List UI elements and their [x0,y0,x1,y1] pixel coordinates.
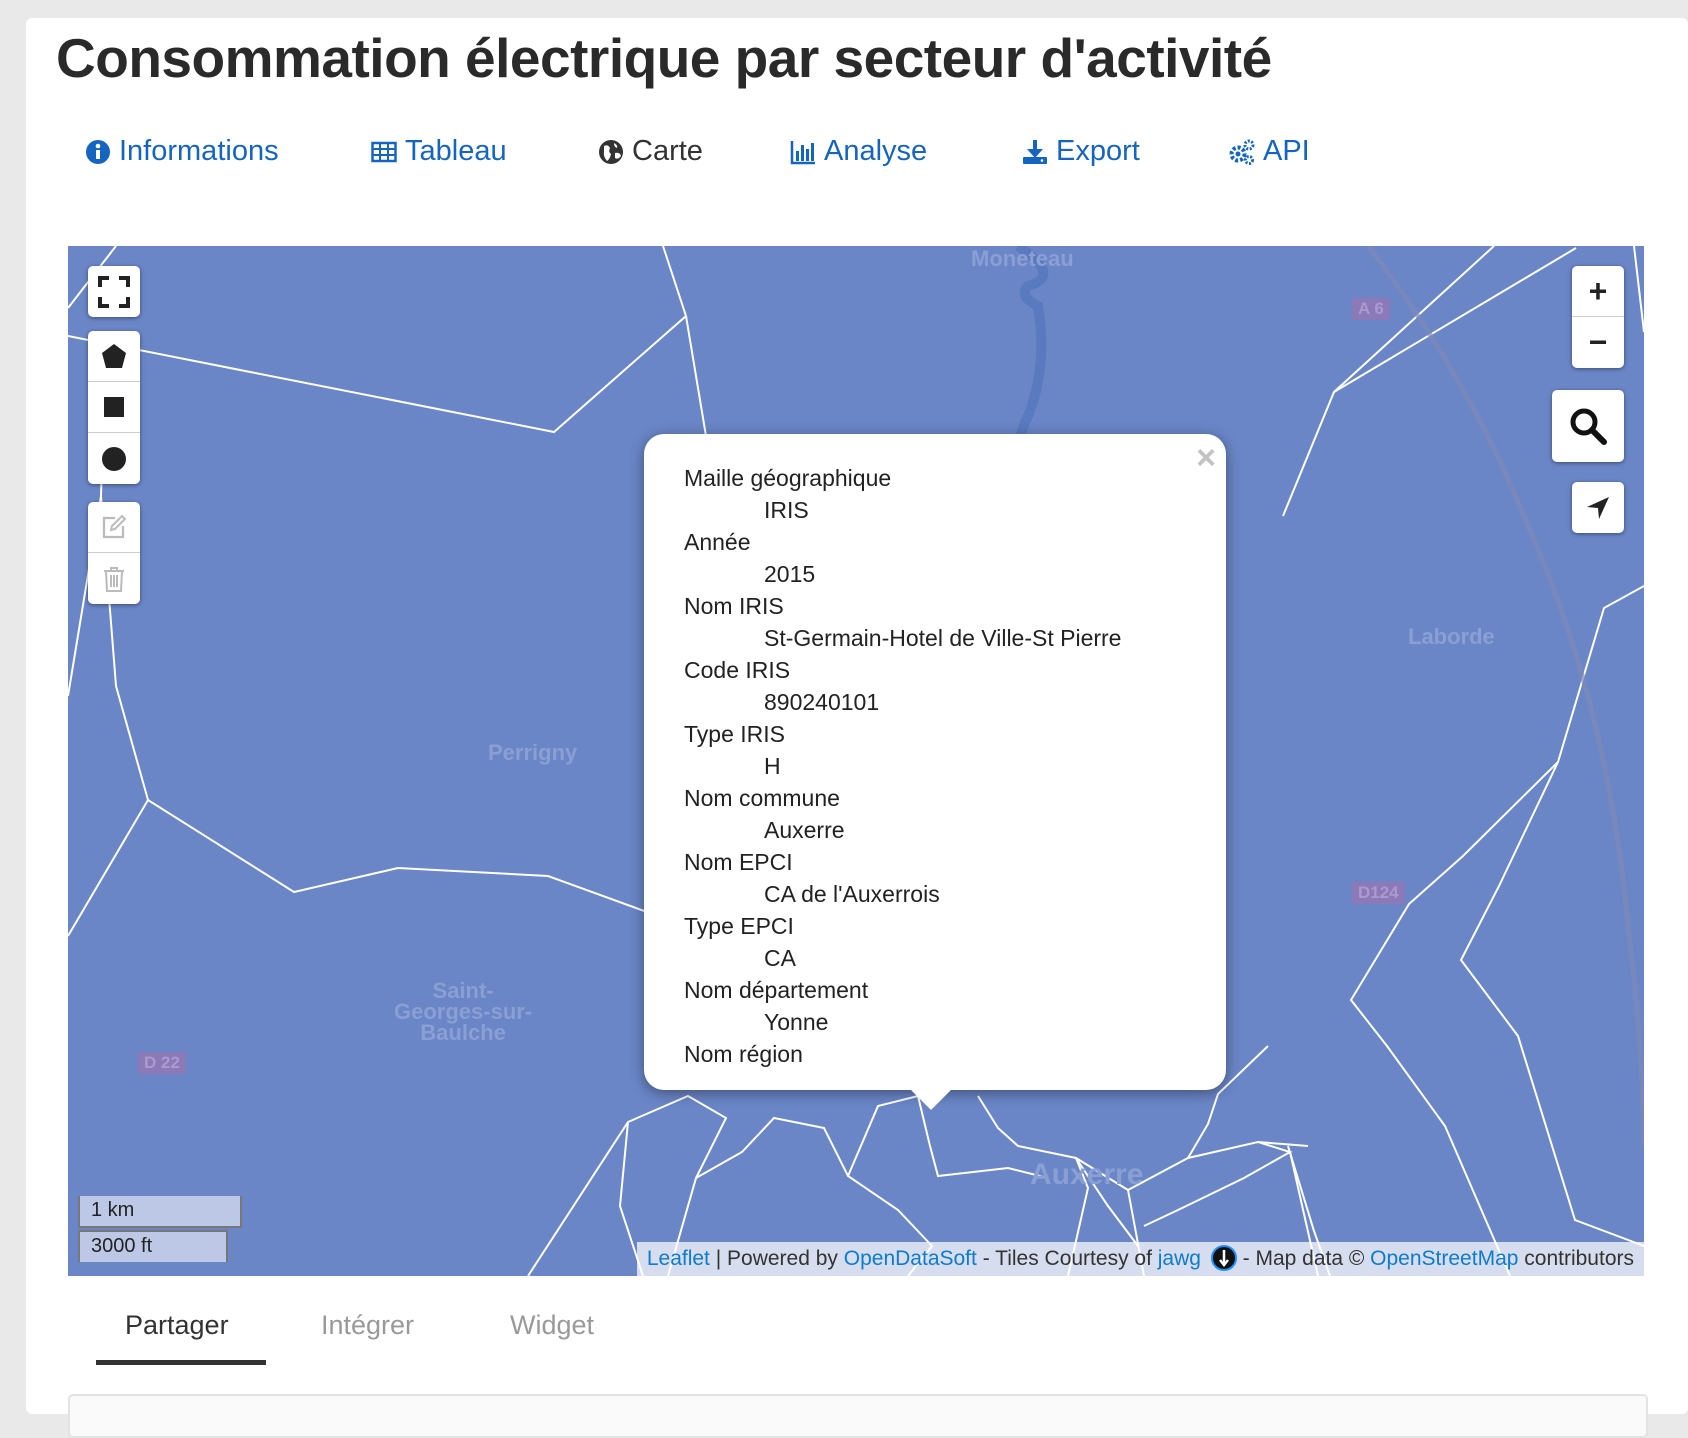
field-label: Année [684,529,751,555]
field-label: Nom région [684,1041,803,1067]
tab-label: Informations [119,135,279,167]
leaflet-link[interactable]: Leaflet [646,1247,710,1270]
gears-icon [1229,139,1255,165]
scale-metric: 1 km [78,1196,242,1228]
field-label: Nom IRIS [684,593,784,619]
edit-layers-button[interactable] [88,502,140,553]
polygon-icon [102,344,126,368]
openstreetmap-link[interactable]: OpenStreetMap [1370,1247,1519,1270]
field-label: Maille géographique [684,465,892,491]
locate-button[interactable] [1572,482,1624,533]
tab-informations[interactable]: Informations [85,135,279,168]
map-attribution: Leaflet | Powered by OpenDataSoft - Tile… [636,1242,1644,1276]
tab-widget[interactable]: Widget [510,1310,595,1340]
field-value: St-Germain-Hotel de Ville-St Pierre [764,625,1122,651]
place-label-moneteau: Moneteau [971,246,1074,271]
tab-integrer[interactable]: Intégrer [321,1310,415,1340]
tab-label: Analyse [824,135,928,167]
jawg-logo-icon [1210,1245,1237,1271]
road-label-d124: D124 [1352,882,1405,904]
road-label-a6: A 6 [1352,298,1390,320]
attribution-text: | Powered by [709,1247,844,1270]
tab-partager[interactable]: Partager [125,1310,229,1340]
draw-polygon-button[interactable] [88,331,140,382]
map-search-button[interactable] [1552,390,1624,462]
tab-tableau[interactable]: Tableau [371,135,507,168]
field-value: IRIS [764,497,809,523]
active-tab-underline [96,1360,266,1365]
tab-label: API [1263,135,1310,167]
tab-label: Carte [632,135,703,167]
place-label-auxerre: Auxerre [1030,1158,1144,1191]
download-icon [1022,139,1048,165]
map-boundaries [68,246,1644,1276]
popup-close-button[interactable]: × [1196,439,1216,477]
share-panel [68,1394,1648,1438]
zoom-out-button[interactable]: − [1588,324,1608,360]
bar-chart-icon [790,139,816,165]
map-view[interactable]: Moneteau Perrigny Laborde Saint- Georges… [68,246,1644,1276]
attribution-text: - Tiles Courtesy of [976,1247,1158,1270]
field-label: Nom département [684,977,869,1003]
tab-export[interactable]: Export [1022,135,1140,168]
fullscreen-button[interactable] [88,266,140,317]
field-value: H [764,753,781,779]
location-arrow-icon [1587,496,1609,519]
feature-popup: × Maille géographique IRIS Année 2015 No… [644,434,1226,1110]
edit-icon [102,514,127,539]
field-label: Nom commune [684,785,840,811]
info-circle-icon [85,139,111,165]
share-tabs: Partager Intégrer Widget [0,1300,800,1370]
scale-imperial: 3000 ft [78,1230,228,1262]
circle-icon [102,446,126,471]
field-label: Type EPCI [684,913,794,939]
square-icon [104,397,124,417]
view-tabs: Informations Tableau Carte Analyse Expor… [0,135,1400,175]
locate-control [1572,482,1624,533]
attribution-text: contributors [1518,1247,1634,1270]
field-value: CA [764,945,796,971]
map-scale: 1 km 3000 ft [78,1196,242,1262]
zoom-in-button[interactable]: + [1572,266,1624,317]
tab-label: Export [1056,135,1140,167]
field-value: CA de l'Auxerrois [764,881,940,907]
field-label: Type IRIS [684,721,785,747]
draw-circle-button[interactable] [88,433,140,484]
popup-content: Maille géographique IRIS Année 2015 Nom … [684,462,1206,1072]
table-icon [371,139,397,165]
field-value: Yonne [764,1009,829,1035]
trash-icon [104,566,124,592]
draw-toolbar [88,331,140,484]
field-label: Nom EPCI [684,849,793,875]
place-label-perrigny: Perrigny [488,740,578,765]
draw-rectangle-button[interactable] [88,382,140,433]
search-icon [1570,408,1607,445]
tab-api[interactable]: API [1229,135,1310,168]
edit-toolbar [88,502,140,604]
tab-analyse[interactable]: Analyse [790,135,927,168]
fullscreen-control [88,266,140,317]
tab-carte[interactable]: Carte [598,135,703,168]
place-label-laborde: Laborde [1408,624,1495,649]
delete-layers-button[interactable] [88,553,140,604]
popup-tip [910,1089,952,1110]
tab-label: Tableau [405,135,507,167]
attribution-text: - Map data © [1236,1247,1371,1270]
opendatasoft-link[interactable]: OpenDataSoft [843,1247,977,1270]
place-label-saint-georges: Saint- Georges-sur- Baulche [394,978,533,1045]
field-label: Code IRIS [684,657,791,683]
page-title: Consommation électrique par secteur d'ac… [56,27,1272,89]
jawg-link[interactable]: jawg [1157,1247,1201,1270]
fullscreen-icon [98,275,130,308]
field-value: 890240101 [764,689,880,715]
field-value: Auxerre [764,817,845,843]
road-label-d22: D 22 [138,1052,186,1074]
zoom-control: + − [1572,266,1624,368]
field-value: 2015 [764,561,816,587]
globe-icon [598,139,624,165]
